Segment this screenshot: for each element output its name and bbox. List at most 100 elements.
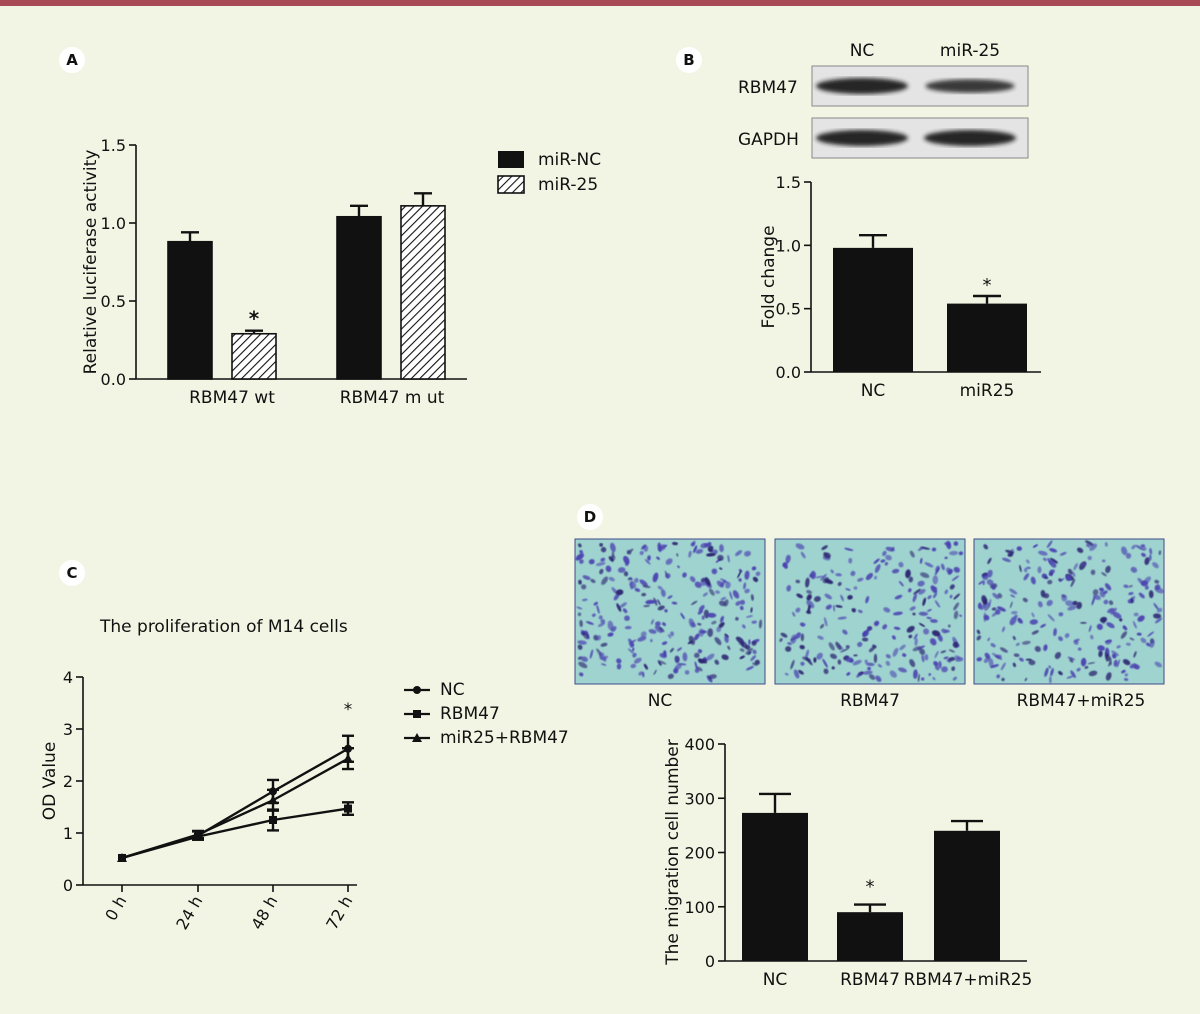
stained-cell bbox=[795, 632, 802, 639]
stained-cell bbox=[724, 635, 729, 643]
bar-0-1 bbox=[336, 215, 382, 380]
stained-cell bbox=[793, 669, 800, 679]
stained-cell bbox=[1064, 633, 1070, 639]
stained-cell bbox=[1124, 673, 1128, 677]
stained-cell bbox=[1129, 663, 1137, 669]
stained-cell bbox=[577, 612, 582, 617]
category-label: miR25 bbox=[960, 381, 1015, 401]
stained-cell bbox=[837, 582, 842, 586]
stained-cell bbox=[835, 641, 842, 651]
stained-cell bbox=[697, 622, 702, 626]
panel-letter-b-badge: B bbox=[676, 47, 702, 73]
stained-cell bbox=[865, 662, 875, 667]
bar-1 bbox=[837, 912, 903, 961]
category-label: 24 h bbox=[172, 893, 206, 933]
stained-cell bbox=[1044, 576, 1049, 580]
stained-cell bbox=[690, 600, 698, 606]
stained-cell bbox=[708, 588, 715, 596]
stained-cell bbox=[745, 647, 753, 655]
legend-marker-0 bbox=[413, 686, 421, 694]
stained-cell bbox=[823, 617, 828, 627]
stained-cell bbox=[752, 649, 757, 655]
stained-cell bbox=[1026, 566, 1031, 570]
stained-cell bbox=[626, 548, 634, 555]
stained-cell bbox=[697, 649, 703, 654]
stained-cell bbox=[779, 638, 783, 642]
stained-cell bbox=[927, 609, 932, 612]
stained-cell bbox=[907, 588, 912, 593]
stained-cell bbox=[1130, 598, 1134, 604]
stained-cell bbox=[738, 641, 744, 646]
stained-cell bbox=[751, 620, 757, 624]
bar-1-1 bbox=[400, 205, 446, 380]
stained-cell bbox=[1137, 577, 1145, 586]
stained-cell bbox=[1019, 564, 1022, 573]
stained-cell bbox=[1026, 559, 1030, 564]
stained-cell bbox=[600, 557, 606, 562]
stained-cell bbox=[944, 589, 949, 595]
stained-cell bbox=[596, 604, 600, 614]
stained-cell bbox=[846, 672, 851, 676]
stained-cell bbox=[642, 585, 651, 589]
stained-cell bbox=[1103, 590, 1108, 595]
stained-cell bbox=[585, 621, 594, 625]
stained-cell bbox=[613, 593, 620, 601]
panel-letter-d-badge: D bbox=[577, 504, 603, 530]
stained-cell bbox=[1030, 576, 1036, 585]
stained-cell bbox=[610, 555, 616, 561]
micrograph-label-rbm47-mir25: RBM47+miR25 bbox=[1017, 691, 1146, 711]
stained-cell bbox=[609, 542, 616, 553]
stained-cell bbox=[820, 573, 827, 581]
stained-cell bbox=[909, 606, 916, 611]
stained-cell bbox=[894, 594, 903, 600]
stained-cell bbox=[1112, 611, 1122, 619]
chart-d-category-labels: NC RBM47 RBM47+miR25 bbox=[763, 970, 1033, 990]
stained-cell bbox=[921, 654, 925, 663]
stained-cell bbox=[934, 600, 941, 608]
stained-cell bbox=[852, 659, 862, 666]
stained-cell bbox=[785, 554, 791, 563]
y-tick-label: 0.0 bbox=[776, 363, 801, 382]
stained-cell bbox=[1144, 585, 1149, 590]
stained-cell bbox=[899, 644, 906, 651]
stained-cell bbox=[952, 676, 958, 681]
stained-cell bbox=[600, 655, 609, 661]
stained-cell bbox=[1028, 659, 1036, 666]
stained-cell bbox=[978, 581, 983, 585]
stained-cell bbox=[897, 667, 908, 673]
chart-a-y-ticks: 0.0 0.5 1.0 1.5 bbox=[101, 136, 136, 389]
stained-cell bbox=[639, 579, 648, 587]
chart-c-title: The proliferation of M14 cells bbox=[99, 617, 348, 637]
stained-cell bbox=[953, 566, 960, 573]
stained-cell bbox=[805, 657, 813, 666]
stained-cell bbox=[951, 575, 960, 582]
micrograph-label-rbm47: RBM47 bbox=[840, 691, 900, 711]
chart-b-y-ticks: 0.0 0.5 1.0 1.5 bbox=[776, 173, 811, 382]
bar-2 bbox=[934, 830, 1000, 961]
stained-cell bbox=[926, 616, 932, 620]
stained-cell bbox=[611, 551, 615, 558]
stained-cell bbox=[1021, 640, 1031, 645]
significance-mark: * bbox=[249, 307, 260, 331]
stained-cell bbox=[931, 630, 941, 637]
stained-cell bbox=[1049, 559, 1057, 568]
stained-cell bbox=[1076, 547, 1084, 554]
chart-d-y-axis-label: The migration cell number bbox=[663, 739, 683, 965]
stained-cell bbox=[751, 566, 757, 571]
stained-cell bbox=[928, 673, 932, 676]
stained-cell bbox=[581, 584, 587, 590]
series-line-0 bbox=[121, 747, 349, 860]
stained-cell bbox=[655, 621, 661, 627]
stained-cell bbox=[1022, 597, 1028, 603]
stained-cell bbox=[892, 611, 903, 616]
stained-cell bbox=[953, 610, 959, 620]
stained-cell bbox=[634, 588, 641, 592]
stained-cell bbox=[807, 604, 811, 614]
stained-cell bbox=[1016, 546, 1022, 551]
micrograph-label-nc: NC bbox=[648, 691, 673, 711]
bar-1-0 bbox=[231, 332, 277, 380]
stained-cell bbox=[732, 590, 740, 599]
stained-cell bbox=[850, 570, 856, 577]
stained-cell bbox=[1105, 565, 1111, 574]
stained-cell bbox=[599, 568, 604, 575]
